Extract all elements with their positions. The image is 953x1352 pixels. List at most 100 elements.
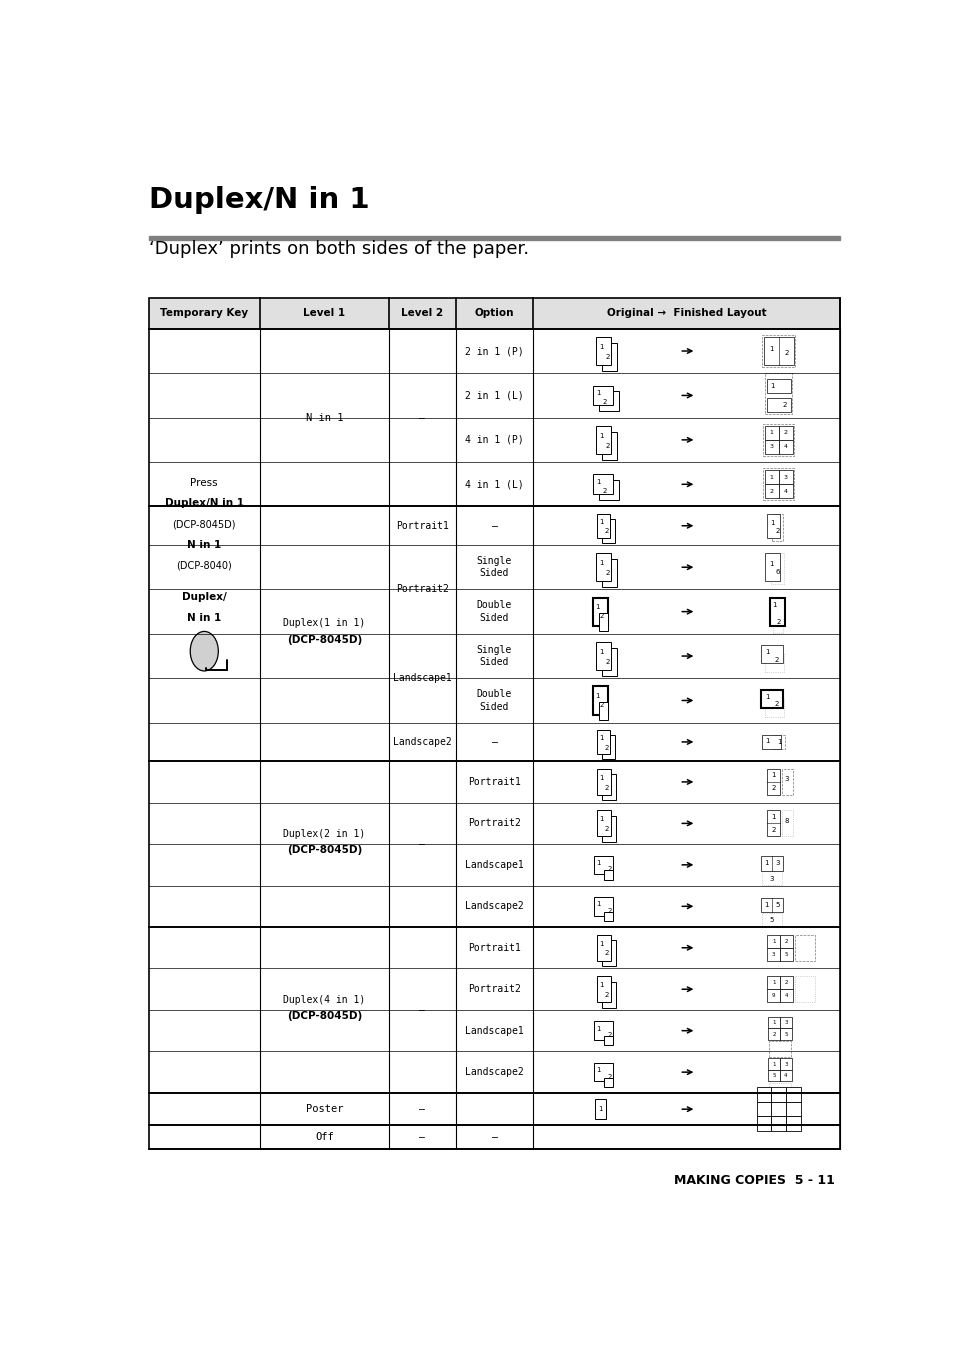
- Text: (DCP-8040): (DCP-8040): [176, 561, 232, 571]
- Bar: [596, 810, 610, 837]
- Text: Double
Sided: Double Sided: [476, 600, 512, 623]
- Text: (DCP-8045D): (DCP-8045D): [287, 845, 362, 856]
- Text: Press: Press: [191, 477, 218, 488]
- Bar: [760, 856, 782, 871]
- Text: 6: 6: [775, 569, 780, 576]
- Bar: [771, 1087, 785, 1102]
- Bar: [594, 896, 612, 915]
- Text: 2: 2: [771, 1032, 775, 1037]
- Bar: [785, 1087, 801, 1102]
- Text: 4 in 1 (L): 4 in 1 (L): [465, 480, 523, 489]
- Text: Landscape1: Landscape1: [465, 860, 523, 869]
- Text: Poster: Poster: [305, 1105, 343, 1114]
- Bar: [761, 871, 781, 886]
- Bar: [763, 439, 778, 454]
- Bar: [780, 990, 792, 1002]
- Text: 1: 1: [764, 649, 769, 656]
- Text: (DCP-8045D): (DCP-8045D): [287, 635, 362, 645]
- Bar: [780, 976, 792, 990]
- Text: 1: 1: [768, 561, 773, 566]
- Bar: [761, 335, 795, 368]
- Text: 3: 3: [783, 776, 788, 783]
- Bar: [764, 699, 783, 717]
- Text: 2: 2: [607, 1073, 611, 1080]
- Bar: [756, 1117, 771, 1132]
- Text: 1: 1: [598, 983, 603, 988]
- Bar: [766, 990, 780, 1002]
- Text: 2: 2: [601, 488, 606, 495]
- Text: Temporary Key: Temporary Key: [160, 308, 248, 318]
- Text: 3: 3: [771, 952, 775, 957]
- Text: 3: 3: [775, 860, 779, 867]
- Text: 4: 4: [783, 489, 787, 493]
- Text: MAKING COPIES  5 - 11: MAKING COPIES 5 - 11: [674, 1174, 834, 1187]
- Text: 1: 1: [771, 772, 775, 779]
- Text: 1: 1: [771, 938, 775, 944]
- Text: 2: 2: [607, 1033, 611, 1038]
- Bar: [781, 810, 792, 837]
- Text: ‘Duplex’ prints on both sides of the paper.: ‘Duplex’ prints on both sides of the pap…: [149, 241, 528, 258]
- Bar: [766, 976, 780, 990]
- Text: Duplex/N in 1: Duplex/N in 1: [165, 499, 244, 508]
- Text: 2: 2: [604, 992, 608, 998]
- Bar: [598, 612, 608, 631]
- Text: 2: 2: [769, 489, 773, 493]
- Bar: [766, 380, 790, 393]
- Text: —: —: [419, 412, 425, 423]
- Bar: [762, 423, 794, 456]
- Bar: [598, 480, 618, 500]
- Text: 4: 4: [783, 1073, 787, 1078]
- Text: 2: 2: [604, 950, 608, 956]
- Text: –: –: [491, 1132, 497, 1142]
- Text: 1: 1: [596, 1026, 600, 1032]
- Bar: [601, 519, 615, 544]
- Text: Level 1: Level 1: [303, 308, 345, 318]
- Bar: [760, 898, 782, 913]
- Bar: [149, 235, 840, 241]
- Bar: [764, 553, 780, 581]
- Bar: [592, 475, 612, 495]
- Text: 1: 1: [598, 775, 603, 781]
- Text: 9: 9: [771, 994, 775, 998]
- Text: 1: 1: [598, 433, 603, 438]
- Text: N in 1: N in 1: [305, 412, 343, 423]
- Bar: [598, 702, 608, 721]
- Bar: [149, 297, 840, 1149]
- Text: 5: 5: [769, 917, 774, 923]
- Text: —: —: [419, 840, 425, 849]
- Text: 3: 3: [783, 1061, 787, 1067]
- Bar: [594, 1021, 612, 1040]
- Text: Landscape2: Landscape2: [393, 737, 452, 746]
- Text: 2: 2: [604, 826, 608, 831]
- Text: 1: 1: [598, 941, 603, 946]
- Text: 2: 2: [604, 784, 608, 791]
- Text: 1: 1: [769, 430, 773, 435]
- Text: 5: 5: [783, 952, 787, 957]
- Text: 1: 1: [598, 649, 603, 654]
- Bar: [764, 654, 783, 672]
- Text: Landscape2: Landscape2: [465, 902, 523, 911]
- Text: Portrait2: Portrait2: [468, 818, 520, 829]
- Text: 1: 1: [594, 694, 598, 699]
- Text: 1: 1: [765, 738, 769, 744]
- Text: 2: 2: [776, 619, 781, 625]
- Bar: [596, 642, 611, 671]
- Bar: [598, 391, 618, 411]
- Text: 1: 1: [769, 475, 773, 480]
- Circle shape: [190, 631, 218, 671]
- Bar: [603, 871, 612, 880]
- Text: 2: 2: [604, 354, 609, 360]
- Bar: [767, 1017, 780, 1029]
- Text: Level 2: Level 2: [401, 308, 443, 318]
- Text: 1: 1: [768, 346, 773, 352]
- Bar: [771, 1117, 785, 1132]
- Bar: [763, 484, 778, 499]
- Bar: [595, 1099, 606, 1119]
- Text: 1: 1: [598, 560, 603, 566]
- Text: 5: 5: [771, 1073, 775, 1078]
- Text: Single
Sided: Single Sided: [476, 645, 512, 668]
- Bar: [767, 1029, 780, 1040]
- Bar: [781, 769, 792, 795]
- Text: 1: 1: [598, 817, 603, 822]
- Text: 1: 1: [764, 694, 769, 700]
